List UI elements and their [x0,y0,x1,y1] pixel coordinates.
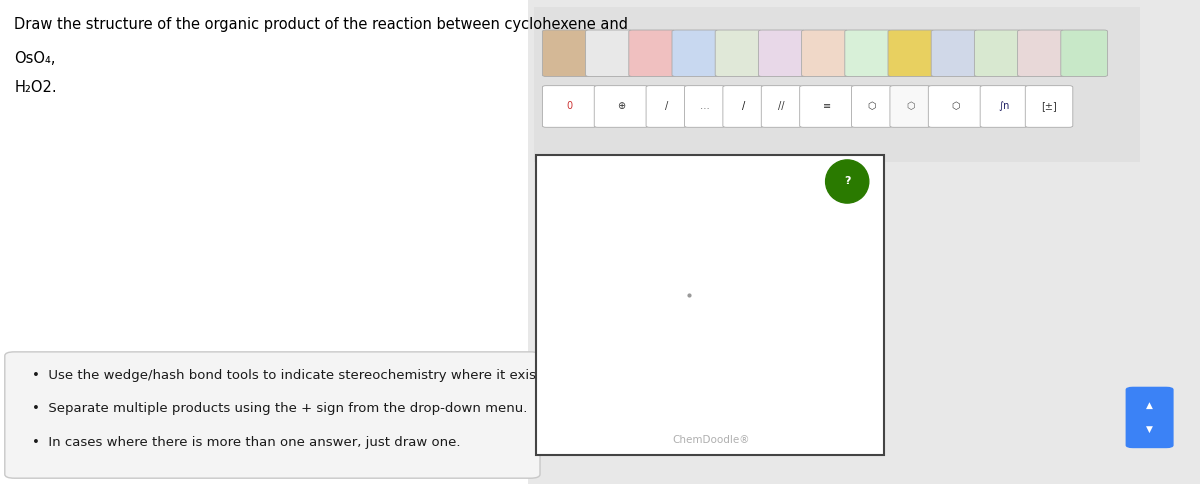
FancyBboxPatch shape [802,30,848,76]
FancyBboxPatch shape [845,30,892,76]
FancyBboxPatch shape [722,86,763,127]
Ellipse shape [826,160,869,203]
FancyBboxPatch shape [980,86,1027,127]
Text: ∫n: ∫n [998,102,1009,111]
Text: •  In cases where there is more than one answer, just draw one.: • In cases where there is more than one … [32,437,461,449]
FancyBboxPatch shape [929,86,983,127]
FancyBboxPatch shape [684,86,725,127]
Text: ▼: ▼ [1146,425,1153,434]
Text: ⬡: ⬡ [906,102,914,111]
FancyBboxPatch shape [646,86,686,127]
Text: 0: 0 [566,102,572,111]
FancyBboxPatch shape [761,86,802,127]
Text: /: / [742,102,745,111]
Text: ⬡: ⬡ [868,102,876,111]
FancyBboxPatch shape [629,30,676,76]
FancyBboxPatch shape [672,30,719,76]
Bar [534,7,1140,162]
FancyBboxPatch shape [586,30,632,76]
FancyBboxPatch shape [1061,30,1108,76]
FancyBboxPatch shape [890,86,931,127]
FancyBboxPatch shape [1018,30,1064,76]
Text: ≡: ≡ [823,102,830,111]
Text: •  Separate multiple products using the + sign from the drop-down menu.: • Separate multiple products using the +… [32,403,528,415]
Text: ▲: ▲ [1146,401,1153,409]
FancyBboxPatch shape [888,30,935,76]
Text: [±]: [±] [1042,102,1057,111]
FancyBboxPatch shape [799,86,854,127]
Text: ?: ? [844,177,851,186]
FancyBboxPatch shape [715,30,762,76]
Text: OsO₄,: OsO₄, [14,51,55,66]
FancyBboxPatch shape [542,86,596,127]
Text: ⬡: ⬡ [952,102,960,111]
Text: /: / [665,102,668,111]
Text: ChemDoodle®: ChemDoodle® [673,436,750,445]
FancyBboxPatch shape [758,30,805,76]
FancyBboxPatch shape [542,30,589,76]
Text: •  Use the wedge/hash bond tools to indicate stereochemistry where it exists.: • Use the wedge/hash bond tools to indic… [32,369,553,381]
FancyBboxPatch shape [974,30,1021,76]
FancyBboxPatch shape [852,86,893,127]
Text: ⊕: ⊕ [617,102,625,111]
Text: …: … [700,102,709,111]
FancyBboxPatch shape [931,30,978,76]
FancyBboxPatch shape [1025,86,1073,127]
FancyBboxPatch shape [594,86,648,127]
Bar [528,0,1200,484]
Bar [536,155,884,455]
Text: Draw the structure of the organic product of the reaction between cyclohexene an: Draw the structure of the organic produc… [14,17,629,32]
FancyBboxPatch shape [1126,387,1174,448]
Text: //: // [779,102,785,111]
FancyBboxPatch shape [5,352,540,478]
Text: H₂O2.: H₂O2. [14,80,58,95]
